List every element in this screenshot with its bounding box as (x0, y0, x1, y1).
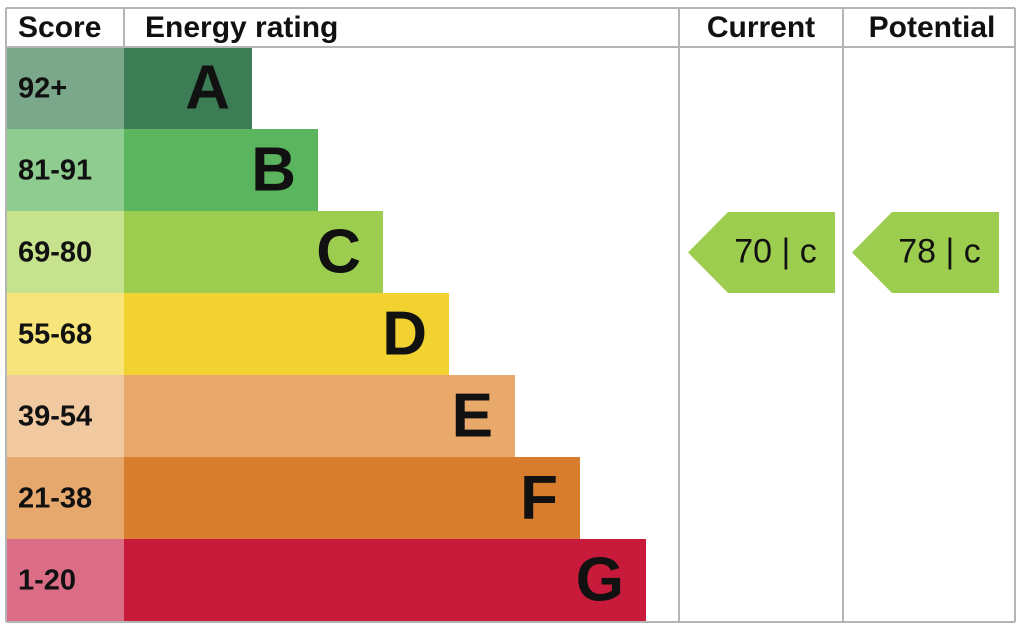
score-cell (6, 375, 124, 457)
score-cell (6, 293, 124, 375)
rating-arrow (852, 212, 999, 293)
score-cell (6, 457, 124, 539)
rating-letter: B (251, 135, 296, 204)
header: Score (18, 11, 101, 44)
score-cell (6, 129, 124, 211)
score-label: 69-80 (18, 237, 92, 269)
arrow-label: 78 | c (898, 232, 981, 270)
score-label: 81-91 (18, 155, 92, 187)
header: Current (707, 11, 815, 44)
score-cell (6, 47, 124, 129)
arrow-label: 70 | c (734, 232, 817, 270)
rating-bar (124, 375, 515, 457)
rating-bar (124, 539, 646, 621)
rating-bar (124, 129, 318, 211)
rating-bar (124, 293, 449, 375)
rating-letter: A (185, 53, 230, 122)
score-cell (6, 539, 124, 621)
rating-letter: D (382, 299, 427, 368)
score-label: 92+ (18, 73, 67, 105)
rating-letter: E (452, 381, 493, 450)
score-label: 55-68 (18, 319, 92, 351)
score-cell (6, 211, 124, 293)
score-label: 21-38 (18, 483, 92, 515)
score-label: 39-54 (18, 401, 92, 433)
header: Potential (869, 11, 996, 44)
rating-bar (124, 211, 383, 293)
rating-letter: C (316, 217, 361, 286)
header: Energy rating (145, 11, 338, 44)
rating-bar (124, 457, 580, 539)
rating-bar (124, 47, 252, 129)
score-label: 1-20 (18, 565, 76, 597)
rating-letter: G (576, 545, 624, 614)
rating-letter: F (520, 463, 558, 532)
rating-arrow (688, 212, 835, 293)
